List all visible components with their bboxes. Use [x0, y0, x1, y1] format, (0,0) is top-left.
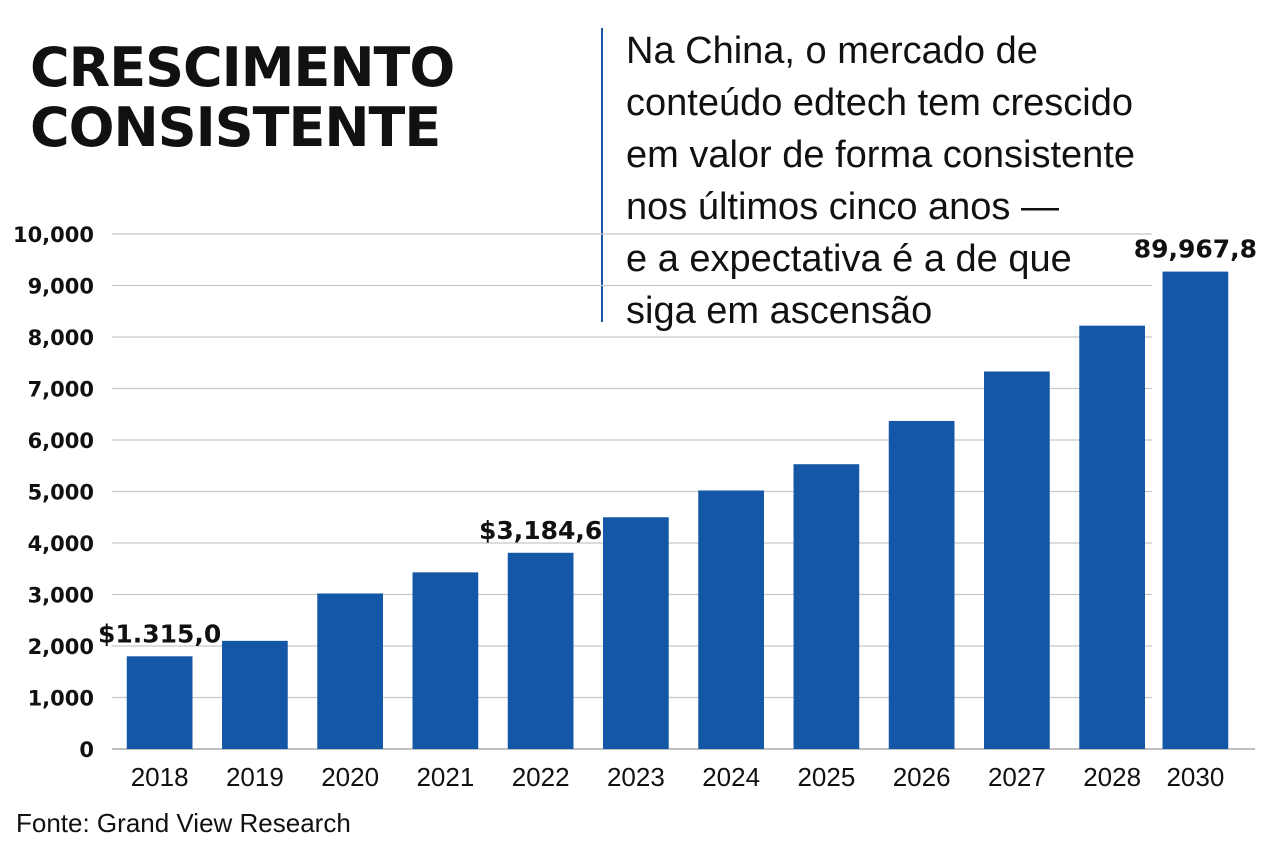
- bar-2026: [888, 420, 955, 749]
- y-tick-label: 4,000: [28, 532, 94, 556]
- chart-title-line-1: CRESCIMENTO: [30, 36, 455, 99]
- x-tick-label: 2018: [131, 762, 189, 792]
- y-tick-label: 2,000: [28, 635, 94, 659]
- data-labels: $1.315,0 $3,184,6 89,967,8: [98, 235, 1257, 649]
- subtitle-line-3: em valor de forma consistente: [626, 134, 1136, 176]
- subtitle-line-1: Na China, o mercado de: [626, 30, 1038, 72]
- bar-2023: [603, 517, 669, 749]
- y-tick-label: 3,000: [28, 584, 94, 608]
- bar-2025: [793, 464, 860, 749]
- x-tick-label: 2021: [416, 762, 474, 792]
- y-tick-label: 0: [79, 738, 94, 762]
- x-tick-label: 2025: [797, 762, 855, 792]
- x-tick-label: 2026: [893, 762, 951, 792]
- bars: [126, 271, 1229, 749]
- chart-title-line-2: CONSISTENTE: [30, 96, 441, 159]
- x-axis-ticks: 2018 2019 2020 2021 2022 2023 2024 2025 2026 2027…: [131, 762, 1225, 792]
- x-tick-label: 2020: [321, 762, 379, 792]
- y-tick-label: 1,000: [28, 687, 94, 711]
- x-tick-label: 2028: [1083, 762, 1141, 792]
- subtitle-line-2: conteúdo edtech tem crescido: [626, 82, 1133, 124]
- bar-2019: [222, 640, 288, 749]
- subtitle-line-6: siga em ascensão: [626, 290, 933, 332]
- data-label-2030: 89,967,8: [1134, 235, 1257, 264]
- bar-2028: [1079, 325, 1145, 749]
- bar-2018: [126, 656, 193, 749]
- x-tick-label: 2030: [1166, 762, 1224, 792]
- x-tick-label: 2024: [702, 762, 760, 792]
- y-tick-label: 6,000: [28, 429, 94, 453]
- y-tick-label: 7,000: [28, 378, 94, 402]
- bar-2027: [984, 371, 1050, 749]
- y-axis-ticks: 0 1,000 2,000 3,000 4,000 5,000 6,000 7,000 8,00…: [13, 223, 94, 762]
- data-label-2022: $3,184,6: [479, 516, 602, 545]
- source-note: Fonte: Grand View Research: [16, 808, 351, 838]
- bar-2021: [412, 572, 479, 749]
- y-tick-label: 9,000: [28, 275, 94, 299]
- bar-2030: [1162, 271, 1229, 749]
- x-tick-label: 2023: [607, 762, 665, 792]
- y-tick-label: 8,000: [28, 326, 94, 350]
- y-tick-label: 5,000: [28, 481, 94, 505]
- x-tick-label: 2022: [512, 762, 570, 792]
- chart-subtitle: Na China, o mercado de conteúdo edtech t…: [626, 25, 1226, 337]
- x-tick-label: 2027: [988, 762, 1046, 792]
- subtitle-line-5: e a expectativa é a de que: [626, 238, 1072, 280]
- chart-title: CRESCIMENTO CONSISTENTE: [30, 36, 455, 159]
- bar-2022: [507, 552, 574, 749]
- subtitle-divider: [601, 28, 603, 322]
- bar-2024: [698, 490, 764, 749]
- y-tick-label: 10,000: [13, 223, 94, 247]
- data-label-2018: $1.315,0: [98, 619, 221, 648]
- subtitle-line-4: nos últimos cinco anos —: [626, 186, 1059, 228]
- bar-2020: [317, 593, 383, 749]
- x-tick-label: 2019: [226, 762, 284, 792]
